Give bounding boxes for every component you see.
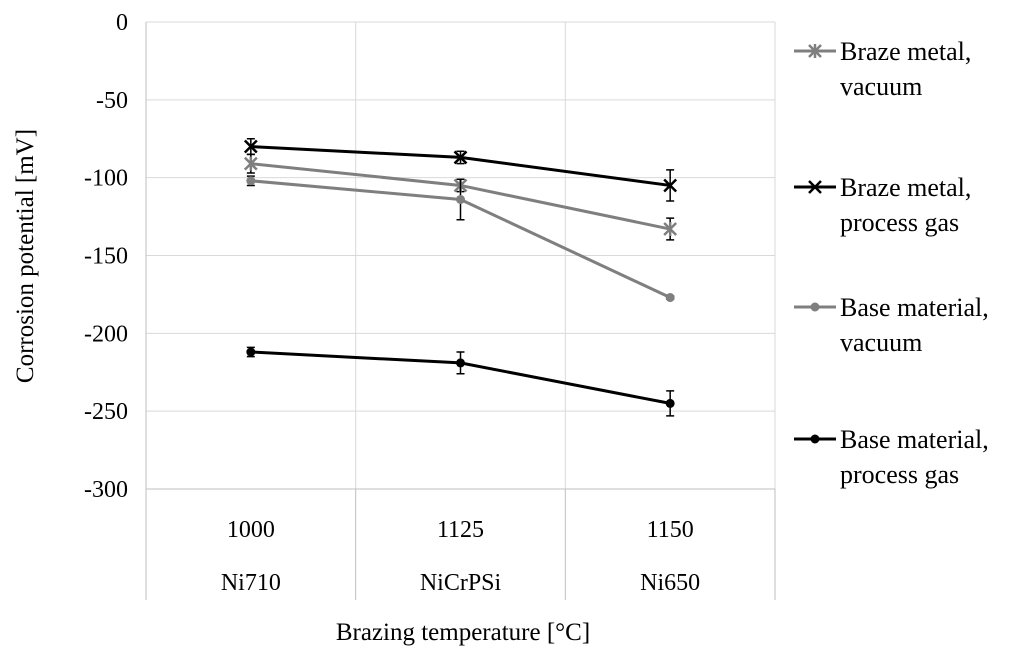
- x-category-alloy: Ni650: [640, 570, 700, 596]
- legend-label-line: Base material,: [840, 425, 989, 454]
- legend-entry-3: Base material, vacuum: [794, 293, 989, 357]
- marker-dot: [665, 293, 675, 303]
- legend-swatch-marker: [808, 180, 822, 194]
- data-point: [456, 194, 465, 204]
- y-tick-label: -200: [84, 321, 128, 347]
- marker-dot: [665, 398, 675, 408]
- x-category-temperature: 1125: [437, 517, 484, 543]
- x-category-alloy: NiCrPSi: [420, 570, 502, 596]
- data-point: [243, 156, 258, 171]
- data-point: [665, 293, 675, 303]
- legend-entry-2: Braze metal, process gas: [794, 173, 971, 237]
- data-point: [243, 139, 258, 154]
- data-point: [663, 222, 678, 237]
- marker-asterisk: [808, 44, 822, 58]
- legend-label-line: process gas: [840, 208, 959, 237]
- legend-swatch-marker: [810, 302, 820, 312]
- legend-entry-4: Base material, process gas: [794, 425, 989, 489]
- legend-label-line: Braze metal,: [840, 37, 971, 66]
- series-3: [246, 175, 675, 303]
- marker-dot: [456, 358, 465, 368]
- x-category-alloy: Ni710: [221, 570, 281, 596]
- y-axis-ticks: 0 -50 -100 -150 -200 -250 -300: [84, 10, 128, 503]
- marker-dot: [810, 302, 820, 312]
- marker-asterisk: [243, 156, 258, 171]
- marker-x: [243, 139, 258, 154]
- y-tick-label: -100: [84, 166, 128, 192]
- y-tick-label: -150: [84, 244, 128, 270]
- marker-x: [808, 180, 822, 194]
- y-axis-label: Corrosion potential [mV]: [12, 129, 39, 383]
- marker-dot: [246, 347, 256, 357]
- legend: Braze metal, vacuum Braze metal, process ga…: [794, 37, 989, 489]
- marker-x: [663, 178, 678, 193]
- marker-x: [453, 150, 468, 165]
- x-category-temperature: 1000: [227, 517, 275, 543]
- legend-swatch-marker: [810, 434, 820, 444]
- series-4: [246, 346, 675, 417]
- legend-swatch-marker: [808, 44, 822, 58]
- data-series: [243, 138, 678, 417]
- series-2: [243, 138, 678, 202]
- marker-asterisk: [663, 222, 678, 237]
- legend-label-line: vacuum: [840, 328, 922, 357]
- marker-dot: [246, 176, 256, 186]
- marker-dot: [456, 194, 465, 204]
- legend-label-line: Braze metal,: [840, 173, 971, 202]
- data-point: [665, 398, 675, 408]
- data-point: [663, 178, 678, 193]
- x-axis-label: Brazing temperature [°C]: [336, 619, 590, 646]
- data-point: [246, 347, 256, 357]
- marker-dot: [810, 434, 820, 444]
- x-category-temperature: 1150: [647, 517, 694, 543]
- legend-entry-1: Braze metal, vacuum: [794, 37, 971, 101]
- legend-label-line: process gas: [840, 460, 959, 489]
- y-tick-label: 0: [116, 10, 128, 36]
- data-point: [453, 150, 468, 165]
- x-axis-categories: 1000 Ni710 1125 NiCrPSi 1150 Ni650: [221, 517, 700, 596]
- legend-label-line: Base material,: [840, 293, 989, 322]
- legend-label-line: vacuum: [840, 72, 922, 101]
- data-point: [246, 176, 256, 186]
- y-tick-label: -300: [84, 477, 128, 503]
- y-tick-label: -50: [96, 88, 128, 114]
- data-point: [456, 358, 465, 368]
- y-tick-label: -250: [84, 399, 128, 425]
